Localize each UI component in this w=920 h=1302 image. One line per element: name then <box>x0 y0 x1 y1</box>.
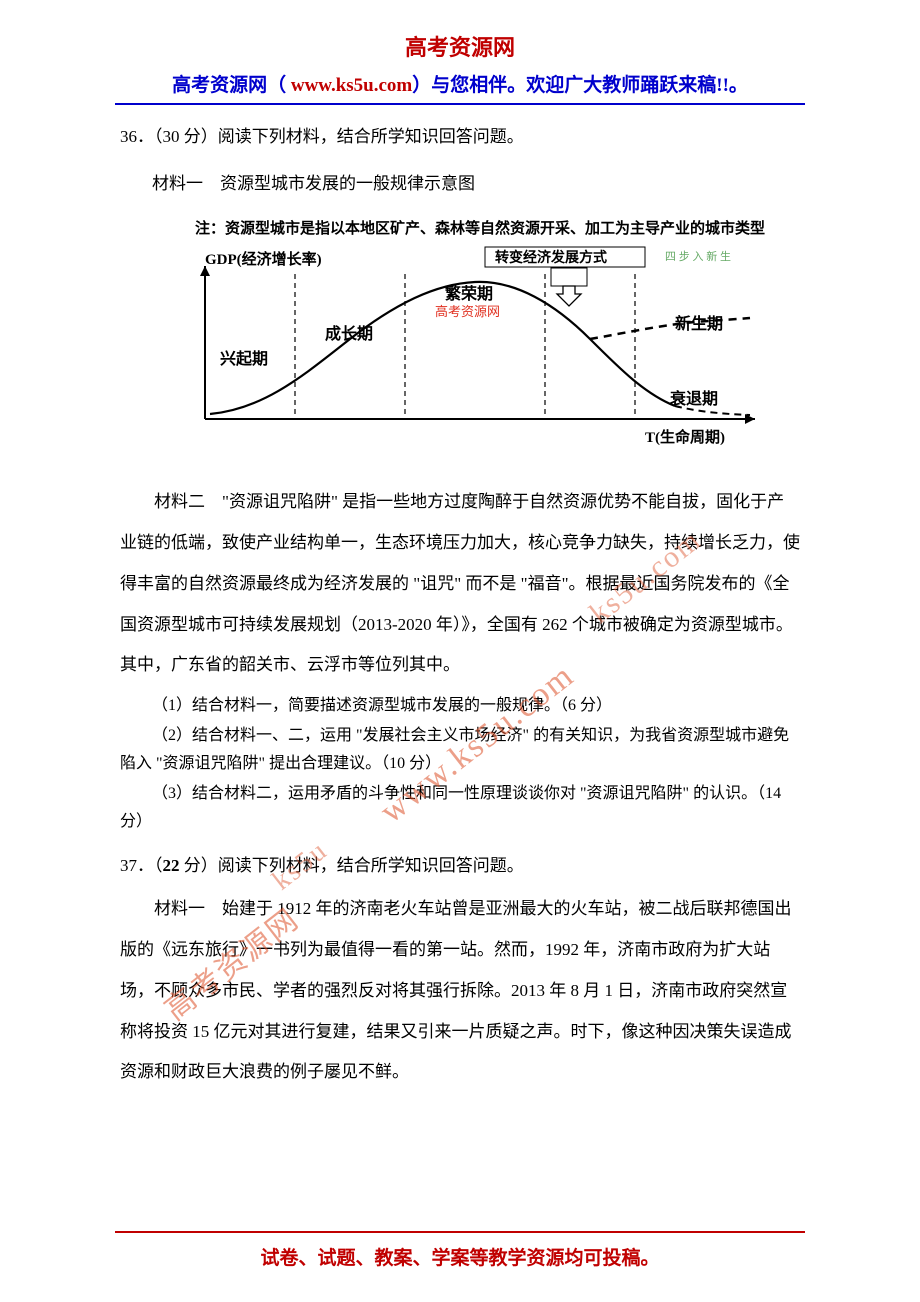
x-axis-label: T(生命周期) <box>645 428 725 446</box>
phase-3: 繁荣期 <box>444 284 493 303</box>
center-top-label: 转变经济发展方式 <box>495 249 607 266</box>
q36-sub2: （2）结合材料一、二，运用 "发展社会主义市场经济" 的有关知识，为我省资源型城… <box>120 722 800 778</box>
q36-material2-text: 材料二 "资源诅咒陷阱" 是指一些地方过度陶醉于自然资源优势不能自拔，固化于产业… <box>120 482 800 686</box>
q36-sub1: （1）结合材料一，简要描述资源型城市发展的一般规律。（6 分） <box>120 692 800 720</box>
page-title: 高考资源网 <box>0 0 920 70</box>
phase-2: 成长期 <box>325 324 373 343</box>
q37-head-bold: 22 <box>163 856 180 875</box>
right-top-small: 四 步 入 新 生 <box>665 249 731 263</box>
q37-material1-text: 材料一 始建于 1912 年的济南老火车站曾是亚洲最大的火车站，被二战后联邦德国… <box>120 889 800 1093</box>
solid-curve <box>210 282 675 414</box>
phase-5: 衰退期 <box>669 389 718 408</box>
banner-prefix: 高考资源网（ <box>172 75 291 96</box>
phase-4: 新生期 <box>675 314 723 333</box>
chart-svg: GDP(经济增长率) 转变经济发展方式 四 步 入 新 生 <box>175 244 765 464</box>
banner-suffix: ）与您相伴。欢迎广大教师踊跃来稿!!。 <box>412 75 748 96</box>
q36-material1-label: 材料一 资源型城市发展的一般规律示意图 <box>152 170 800 199</box>
q37-head-prefix: 37．（ <box>120 856 163 875</box>
q36-head: 36．（30 分）阅读下列材料，结合所学知识回答问题。 <box>120 123 800 152</box>
chart-note: 注：资源型城市是指以本地区矿产、森林等自然资源开采、加工为主导产业的城市类型 <box>195 217 765 243</box>
y-axis-label: GDP(经济增长率) <box>205 250 322 268</box>
document-content: 36．（30 分）阅读下列材料，结合所学知识回答问题。 材料一 资源型城市发展的… <box>0 123 920 1093</box>
down-arrow-icon <box>557 286 581 306</box>
lifecycle-chart: 注：资源型城市是指以本地区矿产、森林等自然资源开采、加工为主导产业的城市类型 G… <box>175 217 765 465</box>
newborn-dash <box>590 318 750 339</box>
q37-block: 37．（22 分）阅读下列材料，结合所学知识回答问题。 材料一 始建于 1912… <box>120 852 800 1093</box>
footer-text: 试卷、试题、教案、学案等教学资源均可投稿。 <box>115 1231 805 1270</box>
q37-head: 37．（22 分）阅读下列材料，结合所学知识回答问题。 <box>120 852 800 881</box>
q37-head-suffix: 分）阅读下列材料，结合所学知识回答问题。 <box>180 856 524 875</box>
banner-url: www.ks5u.com <box>291 75 412 96</box>
phase-1: 兴起期 <box>220 349 268 368</box>
arrow-box <box>551 268 587 286</box>
top-banner: 高考资源网（ www.ks5u.com）与您相伴。欢迎广大教师踊跃来稿!!。 <box>115 70 805 105</box>
q36-subquestions: （1）结合材料一，简要描述资源型城市发展的一般规律。（6 分） （2）结合材料一… <box>120 692 800 836</box>
q36-sub3: （3）结合材料二，运用矛盾的斗争性和同一性原理谈谈你对 "资源诅咒陷阱" 的认识… <box>120 780 800 836</box>
chart-red-watermark: 高考资源网 <box>435 304 500 319</box>
